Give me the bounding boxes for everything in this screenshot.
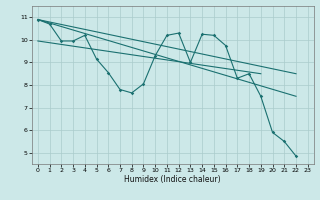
X-axis label: Humidex (Indice chaleur): Humidex (Indice chaleur) (124, 175, 221, 184)
